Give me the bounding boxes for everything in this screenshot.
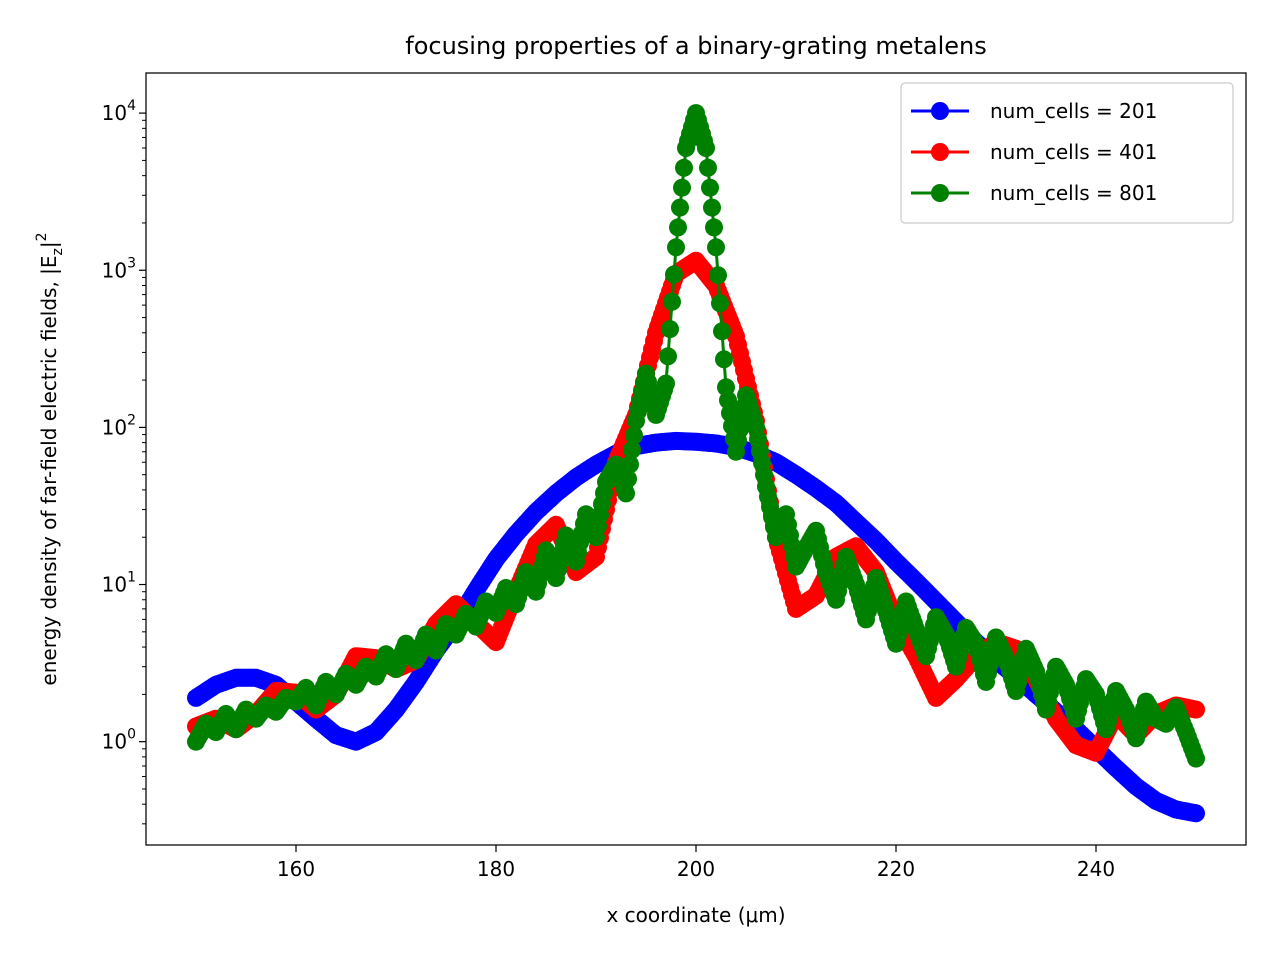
y-axis-title-sup: 2 (34, 232, 50, 241)
legend-marker (931, 102, 949, 120)
data-point (697, 139, 715, 157)
y-tick-base: 10 (102, 730, 127, 754)
y-tick-label: 101 (102, 570, 136, 597)
y-axis-title: energy density of far-field electric fie… (34, 232, 66, 685)
data-point (675, 158, 693, 177)
data-point (657, 374, 675, 393)
data-point (711, 294, 729, 313)
y-tick-exponent: 1 (127, 570, 136, 586)
legend-marker (931, 184, 949, 202)
data-point (617, 484, 635, 503)
legend-box (900, 82, 1234, 224)
legend-marker (931, 143, 949, 161)
data-point (699, 158, 717, 177)
data-point (663, 292, 681, 311)
data-point (703, 198, 721, 217)
chart-title: focusing properties of a binary-grating … (405, 32, 986, 60)
data-point (701, 178, 719, 197)
y-axis-title-sub: z (50, 248, 66, 255)
x-tick-label: 200 (677, 857, 715, 881)
data-point (671, 198, 689, 217)
y-tick-base: 10 (102, 101, 127, 125)
data-point (659, 347, 677, 366)
y-tick-base: 10 (102, 573, 127, 597)
data-point (709, 266, 727, 285)
data-point (665, 265, 683, 284)
y-tick-exponent: 3 (127, 255, 136, 271)
y-axis-title-main: energy density of far-field electric fie… (37, 255, 61, 685)
data-point (1187, 700, 1205, 719)
y-tick-exponent: 0 (127, 727, 136, 743)
legend-label: num_cells = 201 (990, 99, 1157, 123)
y-tick-label: 104 (102, 98, 136, 125)
y-tick-label: 100 (102, 727, 136, 754)
y-tick-label: 102 (102, 412, 136, 439)
data-point (1187, 804, 1205, 823)
data-point (623, 440, 641, 459)
data-point (673, 178, 691, 197)
x-tick-label: 240 (1077, 857, 1115, 881)
data-point (707, 238, 725, 257)
legend-label: num_cells = 401 (990, 140, 1157, 164)
legend-label: num_cells = 801 (990, 181, 1157, 205)
data-point (667, 238, 685, 257)
series-3 (187, 104, 1205, 768)
data-point (621, 455, 639, 474)
data-point (713, 322, 731, 341)
x-axis: 160 180 200 220 240 (277, 845, 1115, 881)
series-layer (187, 104, 1205, 823)
legend: num_cells = 201 num_cells = 401 num_cells … (900, 82, 1234, 224)
y-tick-base: 10 (102, 415, 127, 439)
x-tick-label: 180 (477, 857, 515, 881)
data-point (669, 218, 687, 237)
y-tick-label: 103 (102, 255, 136, 282)
y-tick-exponent: 4 (127, 98, 136, 114)
y-tick-exponent: 2 (127, 412, 136, 428)
y-tick-base: 10 (102, 258, 127, 282)
y-axis-title-tail: | (37, 241, 61, 248)
x-axis-title: x coordinate (μm) (606, 903, 785, 927)
data-point (705, 218, 723, 237)
data-point (1187, 749, 1205, 768)
x-tick-label: 160 (277, 857, 315, 881)
data-point (661, 320, 679, 339)
x-tick-label: 220 (877, 857, 915, 881)
data-point (625, 426, 643, 445)
data-point (715, 350, 733, 369)
data-point (619, 469, 637, 488)
